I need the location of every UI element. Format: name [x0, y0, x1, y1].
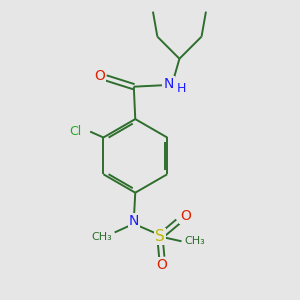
Text: O: O: [94, 69, 105, 83]
Text: S: S: [155, 230, 165, 244]
Text: N: N: [129, 214, 139, 228]
Text: H: H: [177, 82, 186, 95]
Text: O: O: [156, 258, 167, 272]
Text: Cl: Cl: [69, 125, 82, 138]
Text: CH₃: CH₃: [91, 232, 112, 242]
Text: CH₃: CH₃: [184, 236, 205, 246]
Text: N: N: [164, 77, 174, 91]
Text: O: O: [180, 209, 191, 223]
